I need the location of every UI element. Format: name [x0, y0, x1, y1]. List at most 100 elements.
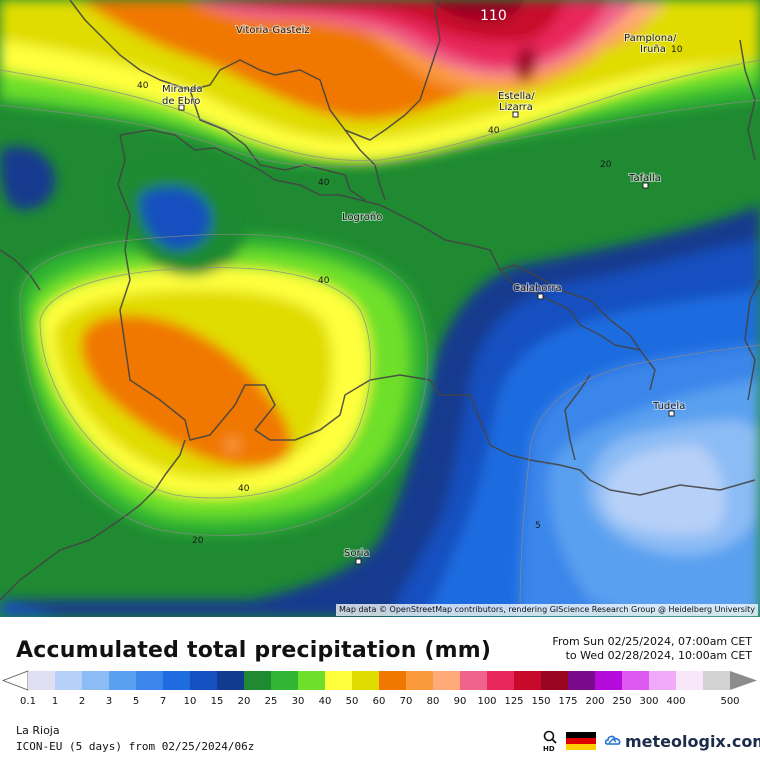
precipitation-field [0, 0, 760, 617]
contour-label-40-e: 40 [238, 484, 250, 494]
legend-arrow-high [730, 671, 757, 690]
legend-tick-label: 30 [292, 696, 305, 707]
legend-arrow-low [1, 670, 29, 691]
contour-label-20-a: 20 [600, 160, 612, 170]
precipitation-map[interactable]: 110 40 40 40 40 40 20 20 5 10 Vitoria-Ga… [0, 0, 760, 617]
field-central-15b [139, 186, 212, 250]
city-markers [178, 104, 675, 565]
legend-swatch [703, 671, 731, 690]
legend-swatch [541, 671, 569, 690]
city-marker-soria [355, 558, 362, 565]
border-west-edge [0, 249, 41, 291]
city-label-tafalla: Tafalla [628, 173, 661, 184]
legend-swatch [460, 671, 488, 690]
legend-swatch [433, 671, 461, 690]
meteologix-logo-icon [604, 735, 621, 745]
field-blob-60-core [225, 437, 240, 453]
contour-40-north [0, 59, 760, 161]
meteologix-logo[interactable]: meteologix.com [604, 730, 760, 752]
city-label-soria: Soria [344, 548, 369, 559]
border-east [564, 374, 591, 461]
contour-label-20-b: 20 [192, 536, 204, 546]
legend-tick-label: 150 [531, 696, 550, 707]
contour-label-40-a: 40 [137, 81, 149, 91]
legend-tick-label: 25 [265, 696, 278, 707]
legend-swatch [406, 671, 434, 690]
chart-title: Accumulated total precipitation (mm) [16, 638, 492, 663]
legend-tick-label: 20 [238, 696, 251, 707]
contour-5 [519, 344, 760, 617]
legend-swatch [352, 671, 380, 690]
legend-tick-label: 70 [400, 696, 413, 707]
city-label-vitoria: Vitoria-Gasteiz [236, 25, 310, 36]
germany-flag-icon[interactable] [566, 732, 596, 750]
border-la-rioja-north [119, 129, 641, 351]
contour-20-blob [19, 233, 428, 536]
city-label-lizarra: Lizarra [499, 102, 533, 113]
legend-swatch [514, 671, 542, 690]
legend-swatch [163, 671, 191, 690]
field-blob-60 [80, 315, 291, 467]
contour-label-5: 5 [535, 521, 541, 531]
legend-swatch [379, 671, 407, 690]
contour-label-40-d: 40 [318, 276, 330, 286]
contour-label-110: 110 [480, 8, 507, 24]
legend-swatch [487, 671, 515, 690]
legend-tick-label: 2 [79, 696, 85, 707]
footer-info: La Rioja ICON-EU (5 days) from 02/25/202… [16, 723, 254, 755]
legend-swatch [649, 671, 677, 690]
contour-40-blob [39, 267, 372, 499]
hd-toggle-button[interactable]: HD [542, 730, 560, 753]
period-from: From Sun 02/25/2024, 07:00am CET [552, 635, 752, 648]
legend-tick-label: 1 [52, 696, 58, 707]
legend-swatch [568, 671, 596, 690]
legend-tick-label: 7 [160, 696, 166, 707]
legend-tick-label: 300 [639, 696, 658, 707]
city-marker-tudela [668, 410, 675, 417]
color-legend: 0.1 1 2 3 5 7 10 15 20 25 30 40 50 60 70 80 90 100 125 150 1… [0, 668, 760, 712]
city-label-de-ebro: de Ebro [162, 96, 200, 107]
legend-tick-label: 0.1 [20, 696, 36, 707]
city-marker-estella [512, 111, 519, 118]
map-attribution[interactable]: Map data © OpenStreetMap contributors, r… [336, 604, 758, 616]
region-name: La Rioja [16, 724, 60, 737]
border-soria-west [0, 439, 186, 601]
model-run: ICON-EU (5 days) from 02/25/2024/06z [16, 740, 255, 753]
border-tudela-east [744, 279, 760, 401]
border-la-rioja-west [117, 134, 511, 456]
field-band-150 [430, 0, 525, 22]
legend-swatch [82, 671, 110, 690]
field-band-1 [604, 445, 725, 536]
brand-name: meteologix.com [625, 731, 760, 751]
city-label-miranda: Miranda [162, 84, 202, 95]
legend-tick-label: 200 [585, 696, 604, 707]
legend-tick-label: 500 [720, 696, 739, 707]
legend-tick-label: 125 [504, 696, 523, 707]
legend-tick-label: 175 [558, 696, 577, 707]
legend-tick-label: 100 [477, 696, 496, 707]
legend-swatch [28, 671, 56, 690]
legend-swatch [676, 671, 704, 690]
city-label-calahorra: Calahorra [513, 283, 562, 294]
legend-swatch [217, 671, 245, 690]
legend-tick-label: 15 [211, 696, 224, 707]
legend-tick-label: 40 [319, 696, 332, 707]
legend-swatch [244, 671, 272, 690]
admin-borders [0, 0, 760, 601]
contour-label-10: 10 [671, 45, 683, 55]
city-label-iruna: Iruña [640, 44, 666, 55]
legend-swatch [136, 671, 164, 690]
legend-swatch [622, 671, 650, 690]
border-alava [69, 0, 441, 141]
contour-20-north [0, 99, 760, 168]
legend-swatch [271, 671, 299, 690]
legend-swatch [595, 671, 623, 690]
city-marker-miranda [178, 104, 185, 111]
legend-tick-label: 400 [666, 696, 685, 707]
legend-swatch [325, 671, 353, 690]
field-lizarra-125 [516, 47, 537, 82]
legend-swatch [109, 671, 137, 690]
legend-tick-label: 50 [346, 696, 359, 707]
legend-swatch [55, 671, 83, 690]
period-to: to Wed 02/28/2024, 10:00am CET [565, 649, 752, 662]
